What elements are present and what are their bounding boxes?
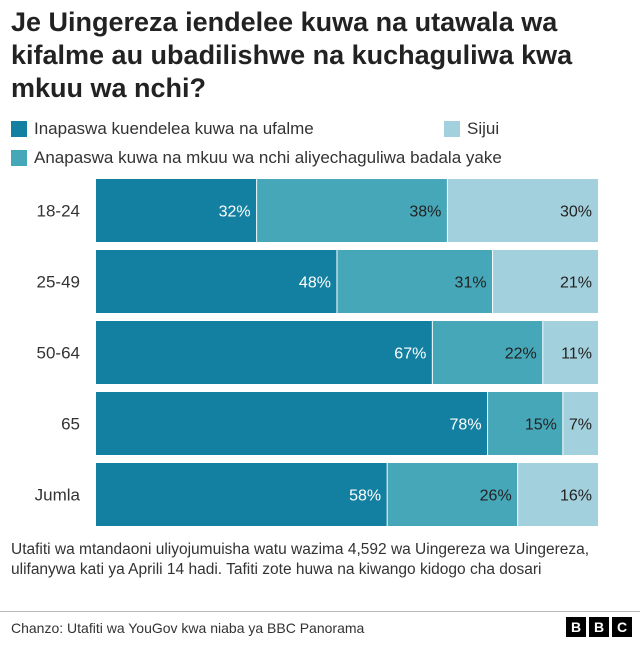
source-text: Chanzo: Utafiti wa YouGov kwa niaba ya B… (11, 620, 365, 636)
stacked-bar-chart: 18-24 32% 38% 30% 25-49 48% 31% 21% 50-64 67% 22% 1… (35, 179, 598, 526)
bar-segment (96, 463, 388, 526)
bbc-logo-letter: B (589, 617, 609, 637)
data-label: 21% (560, 275, 592, 292)
bar-segment (387, 463, 518, 526)
data-label: 67% (394, 346, 426, 363)
bar-segment (96, 321, 433, 384)
bar-segment (96, 179, 257, 242)
data-label: 38% (409, 204, 441, 221)
data-label: 30% (560, 204, 592, 221)
bar-segment (487, 392, 563, 455)
category-label: 25-49 (37, 273, 80, 292)
data-label: 58% (349, 488, 381, 505)
bar-segment (562, 392, 598, 455)
data-label: 48% (299, 275, 331, 292)
data-label: 26% (480, 488, 512, 505)
bar-segment (336, 250, 493, 313)
data-label: 15% (525, 417, 557, 434)
bar-segment (256, 179, 448, 242)
data-label: 32% (219, 204, 251, 221)
category-label: 50-64 (37, 344, 80, 363)
bbc-logo: B B C (566, 617, 632, 637)
bar-segment (542, 321, 598, 384)
legend-label-elected-head: Anapaswa kuwa na mkuu wa nchi aliyechagu… (34, 148, 502, 167)
survey-note: Utafiti wa mtandaoni uliyojumuisha watu … (11, 541, 590, 578)
bbc-logo-letter: C (612, 617, 632, 637)
bbc-logo-letter: B (566, 617, 586, 637)
data-label: 11% (561, 346, 592, 363)
data-label: 16% (560, 488, 592, 505)
data-label: 22% (505, 346, 537, 363)
legend-label-monarchy: Inapaswa kuendelea kuwa na ufalme (34, 119, 314, 138)
category-label: Jumla (35, 486, 81, 505)
data-label: 7% (569, 417, 592, 434)
legend-swatch-dont-know (444, 121, 460, 137)
bar-segment (517, 463, 598, 526)
legend-label-dont-know: Sijui (467, 119, 500, 138)
bar-segment (447, 179, 598, 242)
legend-swatch-monarchy (11, 121, 27, 137)
bar-segment (492, 250, 598, 313)
data-label: 78% (450, 417, 482, 434)
bar-segment (96, 250, 337, 313)
bar-segment (432, 321, 543, 384)
footer-divider (0, 611, 640, 612)
category-label: 65 (61, 415, 80, 434)
bar-segment (96, 392, 488, 455)
chart-title: Je Uingereza iendelee kuwa na utawala wa… (11, 7, 573, 103)
data-label: 31% (455, 275, 487, 292)
category-label: 18-24 (37, 202, 80, 221)
legend-swatch-elected-head (11, 150, 27, 166)
